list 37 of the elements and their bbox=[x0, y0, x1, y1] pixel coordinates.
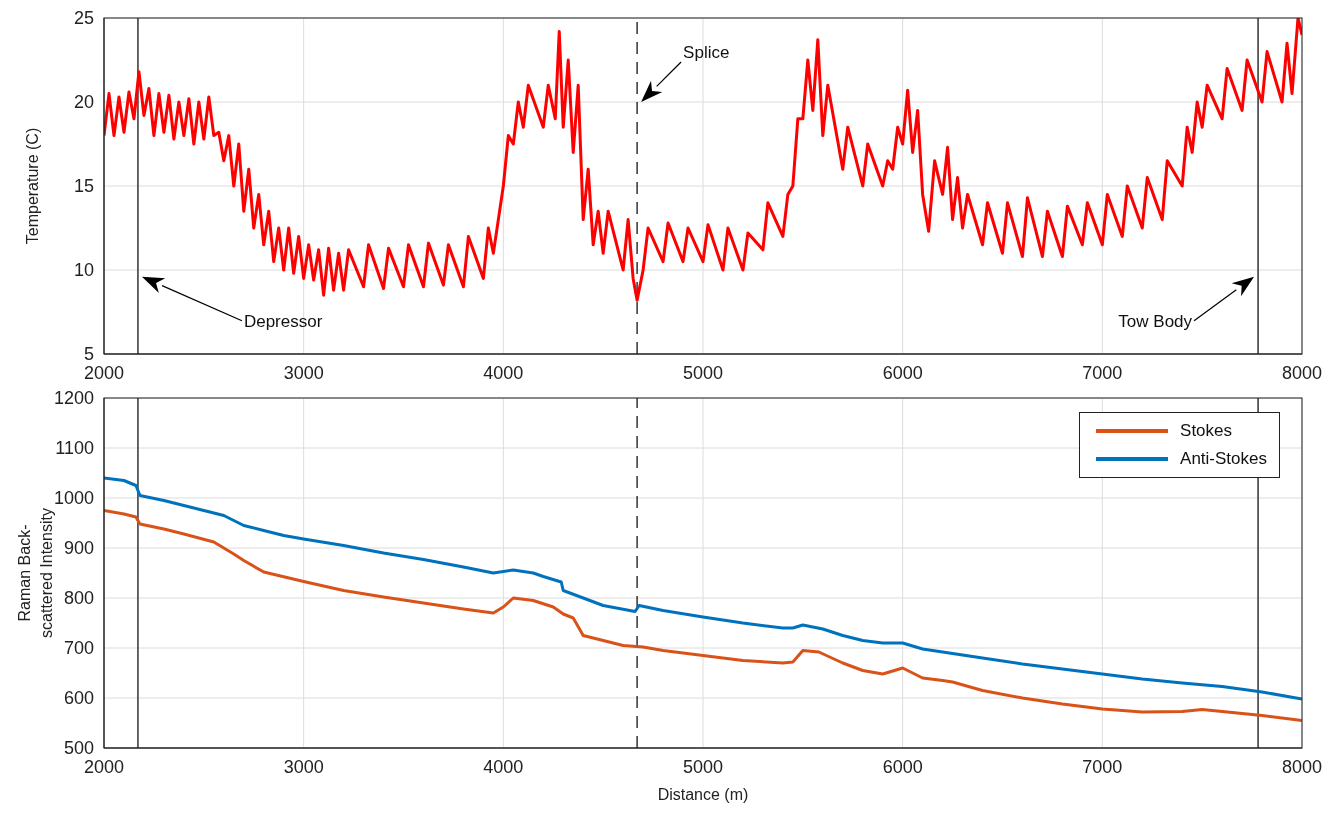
y-tick-label: 500 bbox=[63, 738, 94, 759]
y-tick-label: 1000 bbox=[53, 488, 94, 509]
x-tick-label: 5000 bbox=[682, 362, 724, 383]
x-tick-label: 6000 bbox=[882, 756, 923, 777]
x-tick-label: 6000 bbox=[882, 362, 923, 383]
legend-label: Stokes bbox=[1180, 421, 1233, 441]
x-tick-label: 7000 bbox=[1082, 362, 1123, 383]
x-axis-title: Distance (m) bbox=[657, 786, 749, 803]
x-tick-label: 8000 bbox=[1281, 756, 1323, 777]
y-tick-label: 1100 bbox=[55, 438, 94, 459]
annotation: Depressor bbox=[243, 311, 323, 331]
y-tick-label: 20 bbox=[73, 92, 94, 113]
x-tick-label: 2000 bbox=[83, 756, 125, 777]
y-tick-label: 10 bbox=[73, 260, 94, 281]
y-axis-title: Raman Back-scattered Intensity bbox=[16, 508, 55, 638]
x-tick-label: 2000 bbox=[83, 362, 125, 383]
y-tick-label: 5 bbox=[83, 344, 94, 365]
y-tick-label: 15 bbox=[73, 176, 94, 197]
legend-label: Anti-Stokes bbox=[1180, 449, 1267, 469]
line-series bbox=[104, 476, 1302, 701]
line-series bbox=[104, 509, 1302, 722]
y-tick-label: 800 bbox=[63, 588, 94, 609]
x-tick-label: 8000 bbox=[1281, 362, 1323, 383]
x-tick-label: 3000 bbox=[283, 362, 324, 383]
x-tick-label: 4000 bbox=[483, 756, 524, 777]
x-tick-label: 7000 bbox=[1082, 756, 1123, 777]
y-tick-label: 700 bbox=[63, 638, 94, 659]
x-tick-label: 5000 bbox=[682, 756, 724, 777]
annotation: Splice bbox=[683, 43, 730, 62]
y-axis-title: Temperature (C) bbox=[24, 127, 41, 245]
y-tick-label: 900 bbox=[63, 538, 94, 559]
y-tick-label: 1200 bbox=[53, 388, 94, 409]
y-tick-label: 25 bbox=[73, 8, 94, 29]
annotation: Tow Body bbox=[1118, 311, 1193, 331]
y-tick-label: 600 bbox=[63, 688, 94, 709]
x-tick-label: 3000 bbox=[283, 756, 324, 777]
x-tick-label: 4000 bbox=[483, 362, 524, 383]
